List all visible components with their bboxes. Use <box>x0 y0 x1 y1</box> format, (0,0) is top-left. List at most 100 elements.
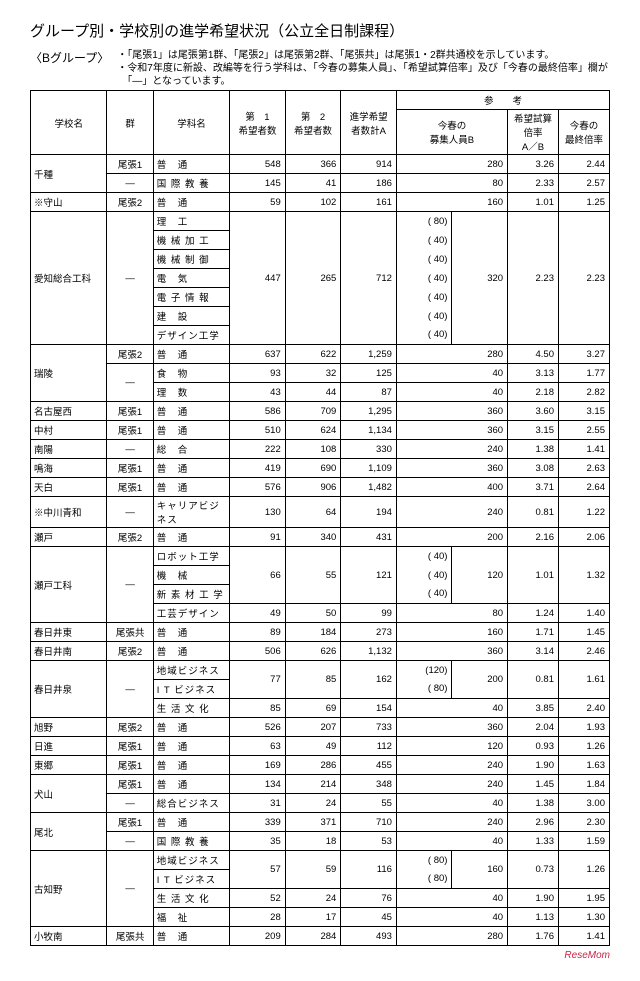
cell-school: 犬山 <box>31 775 107 813</box>
cell-gun: 尾張1 <box>107 459 153 478</box>
cell-b: 200 <box>452 661 508 699</box>
group-label: 〈Bグループ〉 <box>30 49 109 66</box>
cell-a: 273 <box>341 623 397 642</box>
cell-f: 2.23 <box>558 212 609 345</box>
cell-school: 愛知総合工科 <box>31 212 107 345</box>
cell-b: 80 <box>396 174 507 193</box>
cell-f: 2.64 <box>558 478 609 497</box>
table-body: 千種尾張1普 通5483669142803.262.44―国 際 教 養1454… <box>31 155 610 946</box>
th-school: 学校名 <box>31 91 107 155</box>
table-row: 古知野―地域ビジネス5759116( 80)1600.731.26 <box>31 851 610 870</box>
cell-b: 360 <box>396 402 507 421</box>
cell-n2: 214 <box>285 775 341 794</box>
table-row: 春日井南尾張2普 通5066261,1323603.142.46 <box>31 642 610 661</box>
cell-dept: 工芸デザイン <box>153 604 229 623</box>
cell-f: 1.32 <box>558 547 609 604</box>
cell-n1: 637 <box>230 345 286 364</box>
cell-r: 1.13 <box>508 908 559 927</box>
cell-f: 2.63 <box>558 459 609 478</box>
cell-school: 鳴海 <box>31 459 107 478</box>
cell-n1: 52 <box>230 889 286 908</box>
cell-a: 76 <box>341 889 397 908</box>
table-row: 鳴海尾張1普 通4196901,1093603.082.63 <box>31 459 610 478</box>
cell-school: 古知野 <box>31 851 107 927</box>
cell-dept: 普 通 <box>153 623 229 642</box>
cell-n2: 184 <box>285 623 341 642</box>
cell-gun: ― <box>107 497 153 528</box>
cell-a: 1,134 <box>341 421 397 440</box>
cell-school: 尾北 <box>31 813 107 851</box>
cell-n2: 50 <box>285 604 341 623</box>
cell-r: 1.24 <box>508 604 559 623</box>
cell-f: 2.55 <box>558 421 609 440</box>
cell-dept: 電 子 情 報 <box>153 288 229 307</box>
cell-school: 春日井南 <box>31 642 107 661</box>
cell-n1: 209 <box>230 927 286 946</box>
cell-n2: 284 <box>285 927 341 946</box>
table-row: ―国 際 教 養14541186802.332.57 <box>31 174 610 193</box>
cell-n2: 690 <box>285 459 341 478</box>
cell-dept: 生 活 文 化 <box>153 699 229 718</box>
cell-b: 40 <box>396 832 507 851</box>
cell-f: 2.44 <box>558 155 609 174</box>
cell-n1: 28 <box>230 908 286 927</box>
cell-n2: 102 <box>285 193 341 212</box>
cell-f: 1.63 <box>558 756 609 775</box>
cell-n2: 340 <box>285 528 341 547</box>
cell-dept: 食 物 <box>153 364 229 383</box>
cell-gun: 尾張2 <box>107 718 153 737</box>
cell-b: 160 <box>396 623 507 642</box>
cell-b: 200 <box>396 528 507 547</box>
cell-n1: 130 <box>230 497 286 528</box>
cell-f: 1.41 <box>558 927 609 946</box>
table-row: 中村尾張1普 通5106241,1343603.152.55 <box>31 421 610 440</box>
cell-f: 1.25 <box>558 193 609 212</box>
cell-n1: 85 <box>230 699 286 718</box>
cell-school: 千種 <box>31 155 107 193</box>
cell-school: 春日井泉 <box>31 661 107 718</box>
cell-a: 154 <box>341 699 397 718</box>
cell-n1: 134 <box>230 775 286 794</box>
table-row: ―食 物9332125403.131.77 <box>31 364 610 383</box>
cell-a: 348 <box>341 775 397 794</box>
table-row: 瀬戸尾張2普 通913404312002.162.06 <box>31 528 610 547</box>
cell-b: 40 <box>396 908 507 927</box>
cell-f: 1.95 <box>558 889 609 908</box>
table-row: 尾北尾張1普 通3393717102402.962.30 <box>31 813 610 832</box>
cell-r: 3.08 <box>508 459 559 478</box>
cell-a: 1,109 <box>341 459 397 478</box>
cell-b: 360 <box>396 421 507 440</box>
table-row: 愛知総合工科―理 工447265712( 80)3202.232.23 <box>31 212 610 231</box>
cell-dept: ロボット工学 <box>153 547 229 566</box>
cell-f: 1.77 <box>558 364 609 383</box>
cell-f: 1.30 <box>558 908 609 927</box>
cell-a: 1,132 <box>341 642 397 661</box>
cell-gun: 尾張1 <box>107 402 153 421</box>
table-row: ※守山尾張2普 通591021611601.011.25 <box>31 193 610 212</box>
page-title: グループ別・学校別の進学希望状況（公立全日制課程） <box>30 20 610 41</box>
cell-gun: 尾張1 <box>107 775 153 794</box>
cell-n2: 626 <box>285 642 341 661</box>
cell-a: 121 <box>341 547 397 604</box>
table-row: 千種尾張1普 通5483669142803.262.44 <box>31 155 610 174</box>
cell-a: 125 <box>341 364 397 383</box>
table-row: 天白尾張1普 通5769061,4824003.712.64 <box>31 478 610 497</box>
cell-school: 天白 <box>31 478 107 497</box>
cell-gun: ― <box>107 174 153 193</box>
cell-dept: 理 数 <box>153 383 229 402</box>
cell-r: 1.90 <box>508 889 559 908</box>
cell-gun: 尾張共 <box>107 623 153 642</box>
th-gun: 群 <box>107 91 153 155</box>
table-row: 春日井泉―地域ビジネス7785162(120)2000.811.61 <box>31 661 610 680</box>
cell-dept: 普 通 <box>153 642 229 661</box>
cell-dept: 総 合 <box>153 440 229 459</box>
cell-gun: 尾張1 <box>107 155 153 174</box>
cell-dept: 普 通 <box>153 813 229 832</box>
cell-dept: 普 通 <box>153 775 229 794</box>
cell-n2: 17 <box>285 908 341 927</box>
cell-n2: 49 <box>285 737 341 756</box>
cell-n1: 59 <box>230 193 286 212</box>
cell-school: 瑞陵 <box>31 345 107 402</box>
cell-a: 53 <box>341 832 397 851</box>
cell-f: 1.61 <box>558 661 609 699</box>
